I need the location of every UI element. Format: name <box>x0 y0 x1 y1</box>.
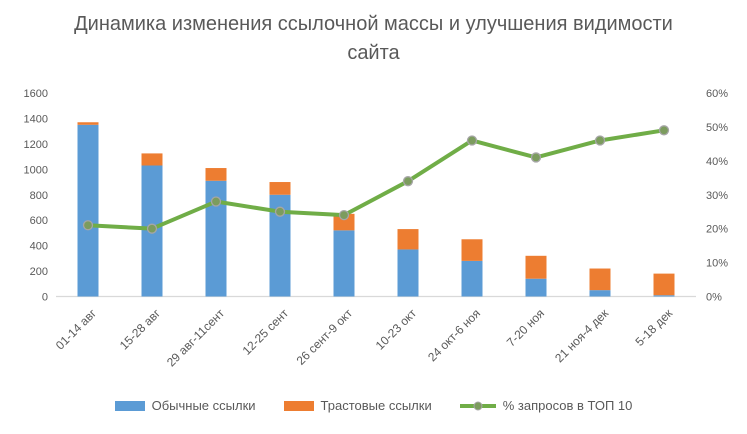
bar-segment-regular-links <box>397 249 419 297</box>
right-axis-tick-label: 20% <box>706 224 728 236</box>
bar-segment-trust-links <box>77 122 99 125</box>
legend-marker-dot-icon <box>473 401 483 410</box>
x-axis-category-label: 21 ноя-4 дек <box>552 306 612 366</box>
bar-segment-regular-links <box>525 278 547 297</box>
bar-segment-trust-links <box>461 239 483 261</box>
left-axis-tick-label: 800 <box>30 190 48 202</box>
x-axis-category-label: 29 авг-11сент <box>164 306 228 370</box>
left-axis-tick-label: 0 <box>42 292 48 304</box>
left-axis-tick-label: 1400 <box>24 113 48 125</box>
bar-segment-trust-links <box>333 213 355 231</box>
right-axis-tick-label: 40% <box>706 156 728 168</box>
top10-percent-line <box>86 128 666 231</box>
bar-segment-trust-links <box>269 182 291 195</box>
right-axis-tick-label: 10% <box>706 258 728 270</box>
bar-segment-trust-links <box>397 229 419 250</box>
bar-segment-regular-links <box>205 180 227 297</box>
left-axis-tick-label: 1600 <box>24 88 48 100</box>
legend: Обычные ссылки Трастовые ссылки % запрос… <box>0 398 747 413</box>
x-axis-category-label: 10-23 окт <box>373 306 420 353</box>
top10-percent-marker-icon <box>338 209 350 221</box>
legend-swatch-line-icon <box>459 401 496 410</box>
legend-item-trust-links: Трастовые ссылки <box>283 398 432 413</box>
left-axis-tick-label: 1200 <box>24 139 48 151</box>
right-axis-tick-label: 30% <box>706 190 728 202</box>
bar-segment-trust-links <box>141 153 163 166</box>
x-axis-category-label: 01-14 авг <box>53 306 100 353</box>
bar-segment-trust-links <box>205 168 227 181</box>
x-axis-category-label: 26 сент-9 окт <box>294 306 356 368</box>
x-axis-category-label: 5-18 дек <box>632 306 675 349</box>
legend-label-trust-links: Трастовые ссылки <box>320 398 432 413</box>
bar-segment-regular-links <box>653 295 675 297</box>
x-axis-category-label: 7-20 ноя <box>504 306 547 349</box>
legend-label-regular-links: Обычные ссылки <box>151 398 256 413</box>
x-axis-category-label: 15-28 авг <box>117 306 164 353</box>
right-axis-tick-label: 60% <box>706 88 728 100</box>
left-axis-tick-label: 200 <box>30 266 48 278</box>
bar-segment-trust-links <box>525 255 547 279</box>
legend-swatch-regular-links-icon <box>114 400 145 411</box>
legend-label-top10-percent: % запросов в ТОП 10 <box>502 398 633 413</box>
legend-swatch-trust-links-icon <box>283 400 314 411</box>
bar-segment-regular-links <box>333 230 355 297</box>
bar-segment-regular-links <box>461 260 483 297</box>
top10-percent-marker-icon <box>530 152 542 163</box>
legend-item-regular-links: Обычные ссылки <box>114 398 256 413</box>
bar-segment-trust-links <box>653 273 675 296</box>
top10-percent-marker-icon <box>466 135 478 146</box>
top10-percent-marker-icon <box>146 223 158 234</box>
right-axis-tick-label: 50% <box>706 122 728 134</box>
top10-percent-marker-icon <box>402 176 414 187</box>
left-axis-tick-label: 600 <box>30 215 48 227</box>
bar-segment-regular-links <box>269 194 291 297</box>
top10-percent-marker-icon <box>594 135 606 146</box>
bar-segment-regular-links <box>77 124 99 297</box>
left-axis-tick-label: 1000 <box>24 164 48 176</box>
top10-percent-marker-icon <box>82 220 94 231</box>
bar-segment-regular-links <box>589 290 611 297</box>
top10-percent-marker-icon <box>658 125 670 136</box>
bar-segment-trust-links <box>589 268 611 291</box>
chart-title: Динамика изменения ссылочной массы и улу… <box>74 13 673 64</box>
top10-percent-marker-icon <box>210 196 222 207</box>
right-axis-tick-label: 0% <box>706 292 722 304</box>
x-axis-category-label: 24 окт-6 ноя <box>425 306 483 364</box>
x-axis-category-label: 12-25 сент <box>240 306 292 358</box>
top10-percent-marker-icon <box>274 206 286 217</box>
legend-item-top10-percent: % запросов в ТОП 10 <box>459 398 633 413</box>
left-axis-tick-label: 400 <box>30 241 48 253</box>
